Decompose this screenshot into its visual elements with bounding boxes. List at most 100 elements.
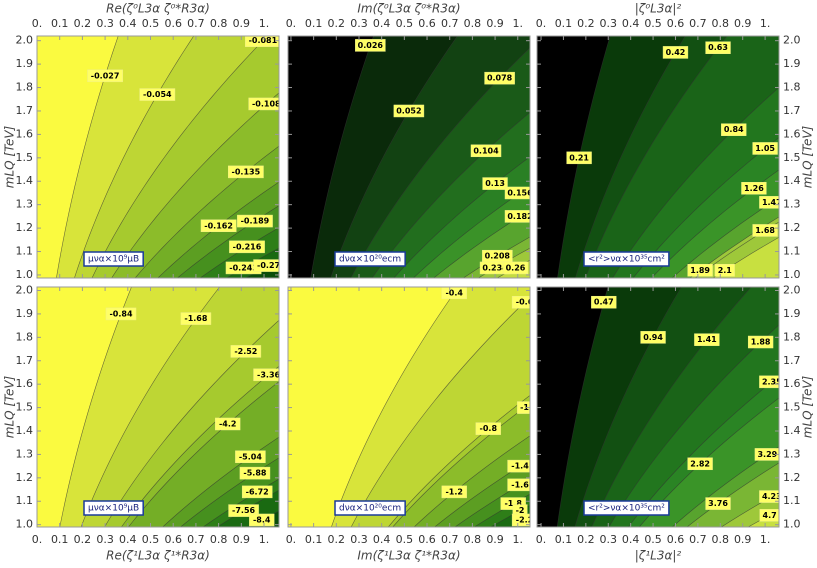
x-tick-label: 0.4 [119,533,137,546]
x-tick-label: 0.9 [233,17,251,30]
y-tick-label: 1.4 [783,424,801,437]
contour-line [80,287,220,527]
contour-line [121,365,279,527]
x-tick-label: 0.2 [577,533,595,546]
contour-label-box [228,165,264,179]
contour-line [651,169,779,278]
legend-text: <r²>να×10³⁵cm² [588,504,665,514]
contour-label-box [241,485,273,499]
contour-line [199,227,279,278]
x-tick-label: 0.3 [600,17,618,30]
contour-line [686,462,779,527]
contour-label: 4.23 [762,492,782,501]
contour-label: -1.6 [511,480,529,489]
legend-text: <r²>να×10³⁵cm² [588,255,665,265]
x-tick-label: 0.5 [644,533,662,546]
contour-label: 3.76 [708,499,728,508]
contour-label: -0.6 [516,298,534,307]
contour-line [104,319,279,527]
contour-label-box [705,497,731,510]
contour-label-box [230,345,262,358]
contour-label: 1.68 [755,226,775,235]
contour-label-box [253,368,279,382]
frame [287,286,531,528]
contour-label: -1.8 [504,499,522,508]
x-tick-label: 0.7 [441,17,459,30]
contour-line [608,324,779,527]
contour-label: 0.182 [507,212,532,221]
y-tick-label: 1.7 [16,104,34,117]
contour-label: -2.2 [516,515,534,524]
x-tick-label: 0.5 [142,17,160,30]
legend-box [334,251,406,267]
x-tick-label: 0.2 [577,17,595,30]
contour-label-box [441,485,467,499]
y-tick-label: 2.0 [16,34,34,47]
x-tick-label: 0.6 [164,17,182,30]
contour-label: -8.4 [253,515,271,524]
x-tick-label: 0.6 [667,533,685,546]
y-tick-label: 1.1 [16,494,34,507]
x-tick-label: 0.5 [142,533,160,546]
contour-label-box [687,457,713,471]
y-tick-label: 1.2 [16,221,34,234]
contour-label: 1.47 [762,198,782,207]
x-tick-label: 0.7 [441,533,459,546]
contour-label: -5.88 [243,469,266,478]
legend-box [83,500,144,516]
y-axis-title: mLQ [TeV] [3,125,17,188]
y-tick-label: 1.2 [16,471,34,484]
x-tick-label: 0.8 [464,17,482,30]
x-tick-label: 0. [286,533,297,546]
legend-text: dνα×10²⁰ecm [339,504,401,514]
contour-label-box [721,123,747,136]
plot-area: 0.026 0.052 0.078 0.104 0.130.156 0.182 0.208 0… [288,36,532,278]
contour-line [330,36,458,278]
y-tick-label: 1.7 [783,104,801,117]
contour-label-box [741,182,767,195]
contour-line [134,145,279,278]
contour-label-box [249,513,275,527]
x-tick-label: 0.1 [555,17,573,30]
x-tick-label: 0.3 [96,533,114,546]
contour-label: -3.36 [257,370,280,379]
contour-label: -5.04 [239,452,262,461]
contour-label: 0.208 [485,252,511,261]
contour-label: -0.8 [480,424,498,433]
contour-label-box [566,151,592,165]
contour-label: -1.68 [184,314,207,323]
contour-label-box [475,422,501,435]
contour-label-box [248,97,279,111]
contour-label: 1.05 [755,144,775,153]
contour-line [672,446,779,527]
y-tick-label: 1.5 [16,151,34,164]
contour-line [585,36,728,278]
contour-label: -6.72 [246,487,269,496]
y-tick-label: 1.6 [783,127,801,140]
y-tick-label: 1.2 [783,471,801,484]
contour-line [111,92,279,278]
y-tick-label: 1.6 [16,127,34,140]
contour-label-box [470,144,502,158]
contour-line [671,197,779,278]
x-tick-label: 0.4 [373,533,391,546]
contour-label-box [694,333,720,346]
contour-line [177,205,279,278]
x-tick-label: 0.6 [418,533,436,546]
x-tick-label: 0.3 [350,533,368,546]
x-tick-label: 0. [286,17,297,30]
contour-line [157,181,279,278]
x-tick-label: 0.9 [486,17,504,30]
contour-line [413,185,530,278]
contour-label-box [482,177,508,190]
x-axis-title: Im(ζ¹L3α ζ¹*R3α) [357,549,460,563]
y-tick-label: 1.8 [16,330,34,343]
contour-line [712,236,779,278]
y-tick-label: 1.1 [16,245,34,258]
contour-label: 3.29 [757,450,777,459]
contour-line [639,397,779,527]
plot-area: 0.21 0.42 0.63 0.84 1.05 1.26 1.47 1.68 1.89 2.1 [537,36,782,278]
y-tick-label: 2.0 [783,34,801,47]
y-tick-label: 1.0 [16,268,34,281]
contour-label-box [662,46,689,59]
